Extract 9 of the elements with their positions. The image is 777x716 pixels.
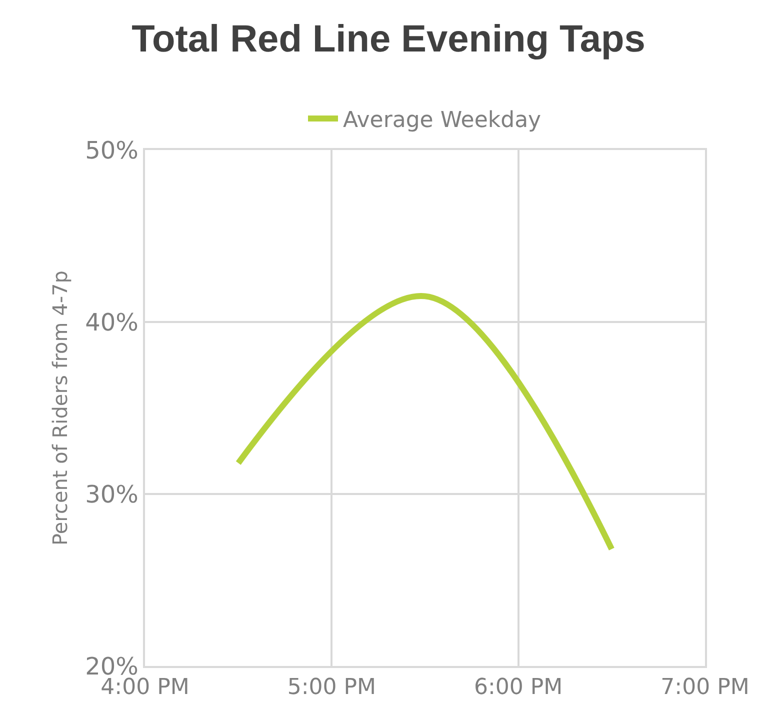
x-tick-label: 5:00 PM (287, 675, 376, 700)
y-tick-label: 30% (85, 480, 138, 508)
chart-title: Total Red Line Evening Taps (132, 18, 646, 61)
y-tick-label: 50% (85, 136, 138, 164)
x-tick-label: 7:00 PM (660, 675, 750, 700)
x-tick-label: 6:00 PM (474, 675, 563, 700)
legend-label: Average Weekday (343, 108, 542, 134)
y-tick-label: 40% (85, 308, 138, 336)
y-axis-title: Percent of Riders from 4-7p (48, 270, 72, 546)
